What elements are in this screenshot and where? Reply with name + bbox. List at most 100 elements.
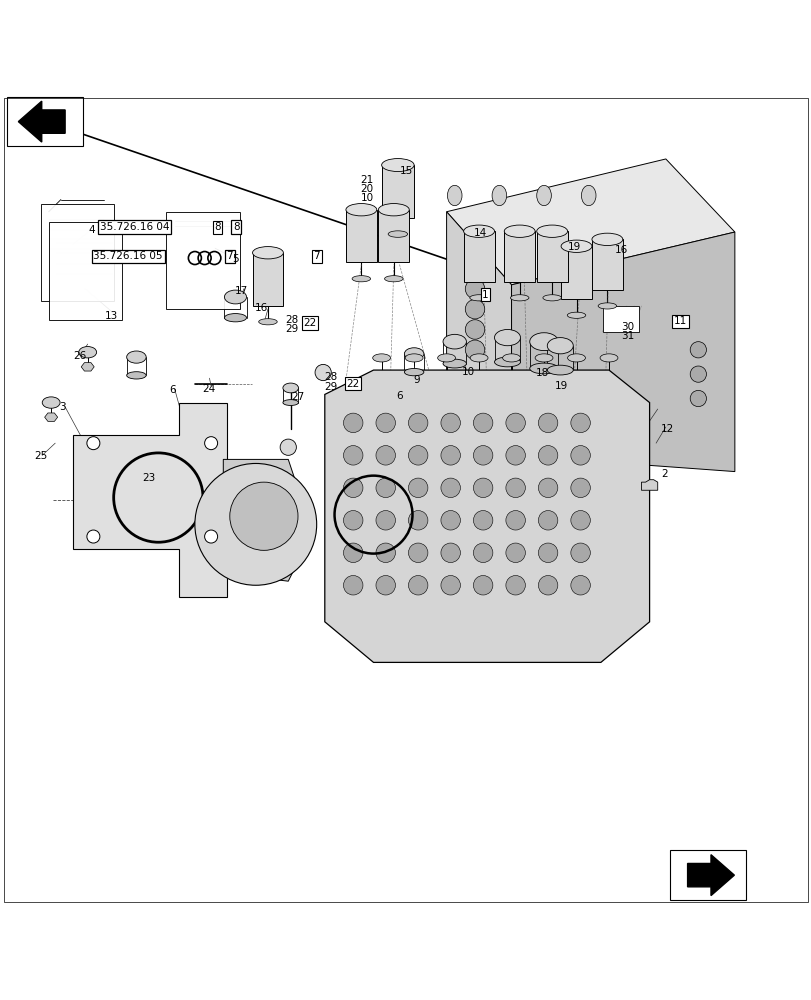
Bar [252, 253, 283, 306]
Bar [560, 246, 591, 299]
Circle shape [473, 511, 492, 530]
Bar [669, 850, 745, 900]
Circle shape [440, 413, 460, 433]
Polygon shape [223, 459, 296, 581]
Circle shape [440, 576, 460, 595]
Ellipse shape [463, 225, 494, 237]
Text: 7: 7 [313, 251, 320, 261]
Circle shape [465, 320, 484, 339]
Circle shape [570, 478, 590, 498]
Circle shape [375, 446, 395, 465]
Text: 22: 22 [303, 318, 316, 328]
Polygon shape [19, 101, 65, 142]
Circle shape [473, 478, 492, 498]
Circle shape [465, 259, 484, 278]
Ellipse shape [536, 225, 567, 237]
Ellipse shape [581, 185, 595, 206]
Bar [536, 231, 567, 282]
Polygon shape [687, 855, 733, 896]
Text: 24: 24 [202, 384, 215, 394]
Text: 16: 16 [614, 245, 627, 255]
Text: 5: 5 [232, 254, 238, 264]
Bar [345, 210, 376, 262]
Circle shape [204, 437, 217, 450]
Bar [602, 306, 638, 332]
Text: 19: 19 [568, 242, 581, 252]
Circle shape [538, 543, 557, 563]
Text: 2: 2 [660, 469, 667, 479]
Polygon shape [446, 212, 511, 455]
Circle shape [375, 478, 395, 498]
Text: 8: 8 [233, 222, 239, 232]
Polygon shape [45, 413, 58, 421]
Text: 12: 12 [660, 424, 673, 434]
Circle shape [465, 299, 484, 319]
Ellipse shape [543, 295, 560, 301]
Ellipse shape [405, 354, 423, 362]
Circle shape [315, 364, 331, 381]
Ellipse shape [591, 233, 622, 246]
Ellipse shape [567, 354, 585, 362]
Circle shape [440, 511, 460, 530]
Text: 29: 29 [324, 382, 337, 392]
Ellipse shape [529, 363, 558, 374]
Ellipse shape [352, 276, 370, 282]
Circle shape [505, 511, 525, 530]
Circle shape [204, 530, 217, 543]
Circle shape [505, 446, 525, 465]
Ellipse shape [282, 383, 298, 393]
Circle shape [570, 576, 590, 595]
Text: 10: 10 [461, 367, 474, 377]
Circle shape [408, 446, 427, 465]
Circle shape [689, 342, 706, 358]
Ellipse shape [494, 357, 520, 367]
Bar [463, 231, 494, 282]
Circle shape [375, 511, 395, 530]
Text: 16: 16 [255, 303, 268, 313]
Ellipse shape [388, 231, 407, 237]
Text: 3: 3 [59, 402, 66, 412]
Ellipse shape [534, 354, 552, 362]
Text: 28: 28 [324, 372, 337, 382]
Polygon shape [73, 403, 227, 597]
Text: 21: 21 [360, 175, 373, 185]
Ellipse shape [443, 359, 466, 368]
Circle shape [375, 543, 395, 563]
Circle shape [538, 478, 557, 498]
Circle shape [570, 511, 590, 530]
Circle shape [505, 478, 525, 498]
Circle shape [505, 576, 525, 595]
Text: 27: 27 [291, 392, 304, 402]
Ellipse shape [404, 348, 423, 360]
Polygon shape [511, 232, 734, 472]
Polygon shape [81, 363, 94, 371]
Ellipse shape [599, 354, 617, 362]
Polygon shape [324, 370, 649, 662]
Text: 35.726.16 05: 35.726.16 05 [93, 251, 163, 261]
Circle shape [195, 463, 316, 585]
Ellipse shape [381, 159, 414, 172]
Ellipse shape [494, 329, 520, 346]
Circle shape [408, 478, 427, 498]
Text: 22: 22 [346, 379, 359, 389]
Text: 29: 29 [285, 324, 298, 334]
Text: 25: 25 [34, 451, 47, 461]
Ellipse shape [372, 354, 390, 362]
Ellipse shape [491, 185, 506, 206]
Ellipse shape [470, 295, 487, 301]
Ellipse shape [598, 303, 616, 309]
Text: 8: 8 [214, 222, 221, 232]
Ellipse shape [443, 334, 466, 349]
Text: 7: 7 [226, 251, 233, 261]
Circle shape [343, 413, 363, 433]
Ellipse shape [536, 185, 551, 206]
Circle shape [465, 279, 484, 299]
Circle shape [440, 543, 460, 563]
Bar [381, 165, 414, 218]
Circle shape [375, 576, 395, 595]
Circle shape [570, 543, 590, 563]
Text: 23: 23 [142, 473, 155, 483]
Circle shape [230, 482, 298, 550]
Ellipse shape [224, 314, 247, 322]
Circle shape [343, 446, 363, 465]
